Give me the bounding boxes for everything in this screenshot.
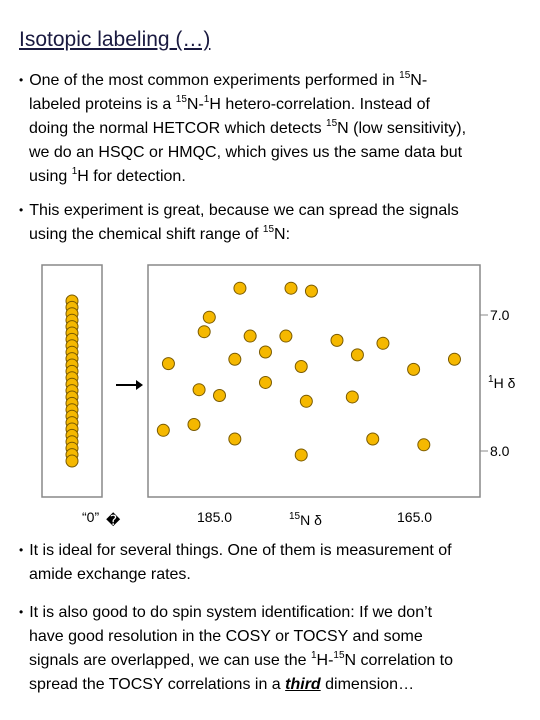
hsqc-peak [447, 352, 461, 366]
bullet-line: doing the normal HETCOR which detects 15… [29, 118, 467, 138]
left-1d-peaks [65, 294, 79, 468]
hsqc-peak [213, 389, 227, 402]
hsqc-peak [156, 423, 170, 437]
bullet-1: • One of the most common experiments perf… [19, 68, 466, 189]
hsqc-peak [233, 281, 247, 295]
hsqc-peak [279, 329, 293, 343]
hsqc-peak [243, 329, 257, 343]
box-glyph: � [106, 512, 121, 528]
hsqc-peak [299, 394, 313, 408]
bullet-line: using the chemical shift range of 15N: [29, 224, 291, 244]
bullet-line: • One of the most common experiments perf… [19, 70, 428, 90]
bullet-line: spread the TOCSY correlations in a third… [29, 676, 415, 693]
bullet-dot-icon: • [19, 543, 24, 557]
bullet-line: labeled proteins is a 15N-1H hetero-corr… [29, 94, 430, 114]
arrow-icon [136, 380, 143, 390]
bullet-line: we do an HSQC or HMQC, which gives us th… [29, 144, 463, 161]
bullet-dot-icon: • [19, 73, 24, 87]
x-axis-label: 15N δ [289, 511, 322, 528]
slide-title: Isotopic labeling (…) [19, 28, 211, 51]
bullet-line: • It is ideal for several things. One of … [19, 542, 452, 559]
x-tick-label-165: 165.0 [397, 509, 432, 525]
bullet-line: using 1H for detection. [29, 166, 186, 186]
bullet-line: • This experiment is great, because we ca… [19, 202, 459, 219]
bullet-4: • It is also good to do spin system ident… [19, 600, 453, 697]
hsqc-peak [161, 357, 175, 371]
hsqc-peak [366, 432, 380, 446]
hsqc-peak [350, 348, 364, 362]
hsqc-peak [304, 284, 318, 298]
zero-label: “0” [82, 509, 99, 525]
hsqc-peaks [156, 281, 461, 462]
bullet-line: • It is also good to do spin system ident… [19, 604, 433, 621]
y-tick-label-7: 7.0 [490, 307, 510, 323]
hsqc-peak [197, 325, 211, 339]
y-tick-label-8: 8.0 [490, 443, 510, 459]
bullet-2: • This experiment is great, because we ca… [19, 198, 459, 247]
hsqc-peak [294, 448, 308, 462]
bullet-line: signals are overlapped, we can use the 1… [29, 650, 454, 670]
bullet-line: have good resolution in the COSY or TOCS… [29, 628, 423, 645]
hsqc-peak [187, 418, 201, 431]
hsqc-peak [407, 362, 421, 376]
hsqc-peak [228, 352, 242, 366]
hsqc-peak [258, 375, 272, 389]
hsqc-peak [345, 390, 359, 404]
hsqc-peak [284, 281, 298, 295]
hsqc-peak [228, 432, 242, 446]
left-1d-peak [65, 454, 79, 468]
hsqc-peak [258, 345, 272, 359]
hsqc-peak [202, 310, 216, 324]
y-axis-label: 1H δ [488, 374, 516, 391]
bullet-dot-icon: • [19, 605, 24, 619]
hsqc-peak [192, 383, 206, 397]
bullet-dot-icon: • [19, 203, 24, 217]
bullet-3: • It is ideal for several things. One of … [19, 538, 452, 587]
x-tick-label-185: 185.0 [197, 509, 232, 525]
hsqc-peak [330, 333, 344, 347]
hsqc-plot-frame [147, 264, 481, 498]
hsqc-peak [376, 336, 390, 350]
bullet-line: amide exchange rates. [29, 566, 191, 583]
hsqc-peak [417, 438, 431, 452]
hsqc-peak [294, 360, 308, 373]
